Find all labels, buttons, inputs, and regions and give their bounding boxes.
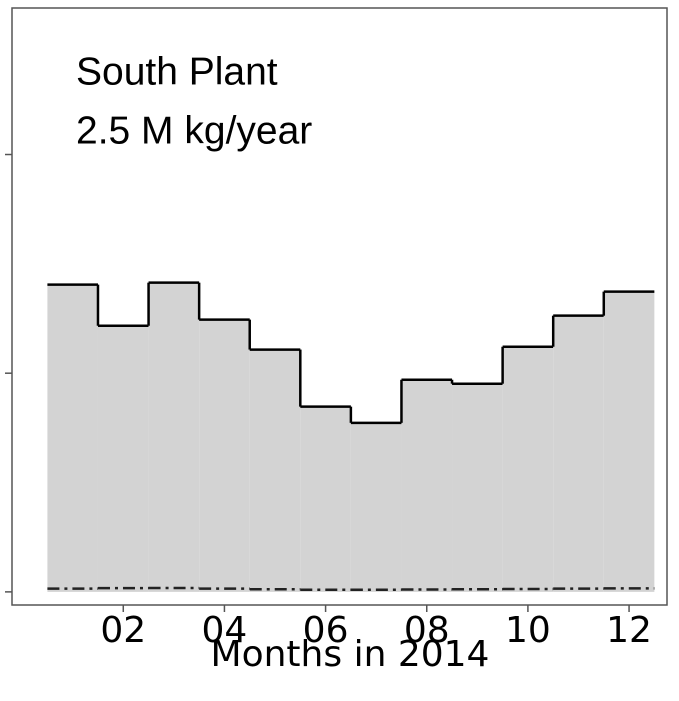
x-tick-label: 08 [404,610,450,651]
area-step [300,406,351,592]
area-step [47,284,98,592]
area-step [401,379,453,592]
x-tick-label: 06 [303,610,349,651]
area-step [350,422,402,592]
area-step [249,349,301,592]
x-tick-label: 10 [505,610,551,651]
area-step [97,325,149,592]
area-step [603,291,655,592]
annotation: South Plant [76,50,278,93]
area-step [199,319,250,592]
plot-frame [11,7,668,606]
area-step [452,383,503,592]
area-step [148,282,200,592]
x-tick-label: 12 [606,610,652,651]
area-step [502,346,554,592]
x-tick-label: 04 [202,610,248,651]
area-step [553,315,604,592]
annotation: 2.5 M kg/year [76,109,312,152]
x-tick-label: 02 [100,610,146,651]
x-axis-label: Months in 2014 [211,634,490,675]
